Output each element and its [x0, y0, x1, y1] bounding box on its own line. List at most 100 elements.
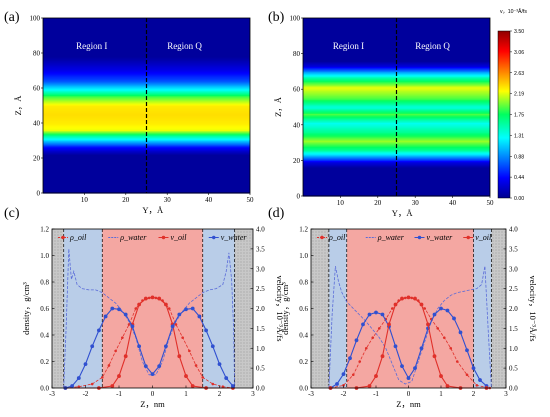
x-tick-label: 50	[487, 199, 495, 207]
colorbar-tick-label: 1.75	[514, 113, 524, 119]
y-tick-label-left: 0.0	[40, 385, 49, 393]
heatmap-band	[303, 39, 490, 42]
series-point	[465, 348, 469, 353]
heatmap-band	[43, 135, 250, 138]
heatmap-band	[303, 165, 490, 168]
series-point	[181, 336, 184, 339]
line-panel-d: (d)-3 -2 -1 0 1 2 30.00.20.40.60.81.01.20.00.5…	[268, 206, 538, 409]
series-point	[458, 330, 463, 335]
heatmap-band	[303, 148, 490, 151]
y-tick-label-left: 1.2	[40, 226, 49, 234]
wall-region	[491, 229, 506, 388]
heatmap-band	[303, 112, 490, 114]
heatmap-band	[303, 124, 490, 127]
series-point	[406, 376, 411, 380]
heatmap-band	[43, 40, 250, 43]
y-tick-label-right: 3.0	[509, 265, 518, 273]
heatmap-band	[303, 63, 490, 66]
x-tick-label: -2	[341, 390, 347, 398]
x-tick-label: 40	[449, 199, 457, 207]
series-point	[455, 360, 459, 363]
heatmap-band	[303, 100, 490, 103]
wall-region	[52, 229, 64, 388]
heatmap-band	[43, 75, 250, 78]
y-tick-label-left: 0.6	[299, 305, 308, 313]
series-point	[164, 302, 168, 307]
x-tick-label: 30	[164, 196, 172, 204]
series-point	[83, 362, 88, 367]
series-point	[436, 327, 440, 330]
heatmap-band	[303, 105, 490, 108]
heatmap-band	[303, 87, 490, 90]
heatmap-band	[43, 124, 250, 127]
x-tick-label: 30	[412, 199, 420, 207]
series-point	[197, 314, 202, 319]
series-point	[210, 344, 215, 349]
series-point	[393, 344, 398, 349]
x-tick-label: -1	[116, 390, 122, 398]
series-point	[475, 384, 479, 387]
heatmap-band	[43, 189, 250, 192]
y-axis-label-right: velocity，10⁻³Å/fs	[275, 275, 285, 341]
colorbar-tick-label: 3.06	[514, 50, 524, 56]
panel-label: (b)	[268, 10, 285, 25]
series-point	[110, 306, 115, 311]
series-point	[406, 295, 411, 300]
heatmap-band	[43, 53, 250, 55]
heatmap-band	[43, 190, 250, 193]
series-point	[204, 328, 209, 333]
series-point	[413, 296, 417, 301]
heatmap-band	[43, 64, 250, 67]
series-point	[445, 384, 450, 388]
panel-label: (c)	[4, 206, 20, 221]
series-point	[194, 364, 198, 367]
heatmap-band	[43, 46, 250, 49]
series-point	[164, 344, 168, 349]
series-point	[400, 296, 404, 301]
legend-marker	[417, 235, 422, 240]
series-point	[367, 312, 372, 317]
series-point	[432, 354, 437, 359]
heatmap-band	[43, 173, 250, 175]
x-tick-label: -2	[83, 390, 89, 398]
series-point	[117, 374, 121, 378]
x-tick-label: 2	[472, 390, 476, 398]
legend-marker	[320, 235, 324, 240]
series-point	[150, 295, 155, 300]
series-point	[114, 349, 117, 353]
series-point	[103, 314, 108, 319]
heatmap-band	[303, 123, 490, 126]
y-tick-label: 20	[33, 155, 41, 163]
heatmap-band	[303, 166, 490, 169]
legend-label: ρ_oil	[69, 233, 87, 242]
x-tick-label: 1	[184, 390, 188, 398]
y-tick-label-right: 2.0	[509, 305, 518, 313]
y-tick-label-right: 0.5	[509, 365, 518, 373]
x-tick-label: 20	[374, 199, 382, 207]
heatmap-band	[303, 99, 490, 102]
y-tick-label-left: 0.2	[40, 358, 49, 366]
water-region	[63, 229, 103, 388]
series-line	[65, 307, 234, 389]
series-point	[201, 376, 205, 379]
series-point	[478, 378, 482, 382]
heatmap-band	[43, 88, 250, 90]
heatmap-band	[43, 76, 250, 79]
x-tick-label: 50	[247, 196, 255, 204]
series-point	[358, 360, 362, 363]
y-axis-label: Z，Å	[273, 96, 283, 117]
heatmap-band	[303, 154, 490, 156]
x-axis-label: Z，nm	[396, 399, 421, 409]
legend-marker	[61, 235, 65, 240]
series-point	[211, 382, 215, 386]
heatmap-band	[43, 148, 250, 150]
series-point	[107, 364, 111, 367]
series-point	[177, 312, 182, 317]
y-tick-label-left: 0.8	[299, 279, 308, 287]
heatmap-band	[43, 160, 250, 163]
y-tick-label-right: 3.0	[256, 265, 265, 273]
region-label: Region I	[333, 41, 364, 51]
series-point	[423, 307, 427, 310]
y-tick-label-left: 0.8	[40, 279, 49, 287]
